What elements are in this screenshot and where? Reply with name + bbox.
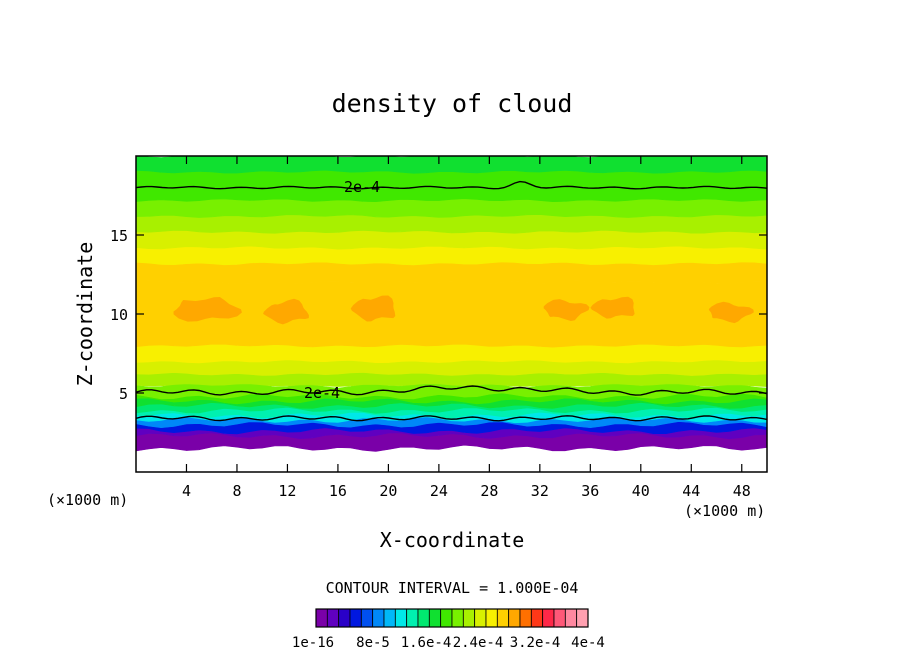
colorbar-label: 8e-5 [356, 635, 390, 651]
contour-band [136, 214, 767, 234]
contour-label-upper: 2e-4 [344, 178, 380, 196]
x-tick-label: 12 [278, 482, 296, 500]
x-unit-label-right: (×1000 m) [684, 502, 765, 520]
contour-lines [136, 180, 767, 422]
contour-patch [173, 297, 242, 322]
colorbar-frame [315, 608, 589, 628]
colorbar-swatch [394, 608, 408, 628]
colorbar-swatch [349, 608, 362, 628]
colorbar-swatch [315, 608, 328, 628]
contour-fill [136, 156, 767, 452]
colorbar-swatch [462, 608, 476, 628]
colorbar-label: 4e-4 [571, 635, 605, 651]
contour-band [136, 182, 767, 203]
contour-line-upper [136, 180, 767, 190]
x-tick-label: 48 [733, 482, 751, 500]
contour-patch [590, 296, 635, 319]
contour-band [136, 245, 767, 266]
contour-band [136, 156, 767, 174]
x-tick-label: 4 [182, 482, 191, 500]
colorbar-swatch [519, 608, 532, 628]
colorbar-swatch [360, 608, 374, 628]
colorbar-swatch [451, 608, 464, 628]
contour-patch [543, 299, 590, 321]
contour-band [136, 198, 767, 218]
colorbar [315, 608, 589, 628]
contour-patch [350, 295, 396, 322]
x-tick-label: 28 [480, 482, 498, 500]
x-tick-label: 32 [531, 482, 549, 500]
contour-band [136, 381, 767, 400]
colorbar-swatch [474, 608, 487, 628]
chart-title: density of cloud [332, 89, 573, 118]
x-tick-label: 40 [632, 482, 650, 500]
colorbar-swatch [406, 608, 419, 628]
y-tick-label: 5 [119, 385, 128, 403]
y-axis-label: Z-coordinate [73, 242, 97, 387]
colorbar-swatch [417, 608, 430, 628]
contour-interval-text: CONTOUR INTERVAL = 1.000E-04 [326, 579, 579, 597]
colorbar-swatch [496, 608, 510, 628]
contour-band [136, 261, 767, 285]
colorbar-label: 1e-16 [292, 635, 334, 651]
colorbar-swatch [485, 608, 498, 628]
colorbar-swatch [338, 608, 351, 628]
x-tick-label: 36 [581, 482, 599, 500]
colorbar-swatch [542, 608, 555, 628]
x-tick-label: 16 [329, 482, 347, 500]
contour-line-lower [136, 385, 767, 396]
colorbar-swatch [440, 608, 453, 628]
colorbar-swatch [383, 608, 396, 628]
contour-patch [263, 298, 309, 325]
colorbar-swatch [372, 608, 385, 628]
contour-label-lower: 2e-4 [304, 384, 340, 402]
colorbar-label: 1.6e-4 [401, 635, 452, 651]
colorbar-swatch [508, 608, 521, 628]
contour-line-base [136, 415, 767, 422]
y-axis: 5 10 15 [110, 227, 767, 403]
x-tick-label: 20 [379, 482, 397, 500]
colorbar-swatch [428, 608, 442, 628]
colorbar-swatch [530, 608, 544, 628]
x-unit-label-left: (×1000 m) [47, 491, 128, 509]
colorbar-labels: 1e-16 8e-5 1.6e-4 2.4e-4 3.2e-4 4e-4 [292, 635, 605, 651]
x-axis: 4 8 12 16 20 24 28 32 36 40 44 48 [182, 156, 751, 500]
contour-band [136, 343, 767, 364]
colorbar-swatch [553, 608, 566, 628]
y-tick-label: 10 [110, 306, 128, 324]
y-tick-label: 15 [110, 227, 128, 245]
colorbar-label: 2.4e-4 [453, 635, 504, 651]
x-tick-label: 44 [682, 482, 700, 500]
colorbar-swatch [326, 608, 340, 628]
x-axis-label: X-coordinate [380, 528, 525, 552]
contour-patch [708, 301, 754, 324]
x-tick-label: 24 [430, 482, 448, 500]
colorbar-swatch [564, 608, 578, 628]
colorbar-swatch [576, 608, 589, 628]
colorbar-label: 3.2e-4 [510, 635, 561, 651]
x-tick-label: 8 [232, 482, 241, 500]
